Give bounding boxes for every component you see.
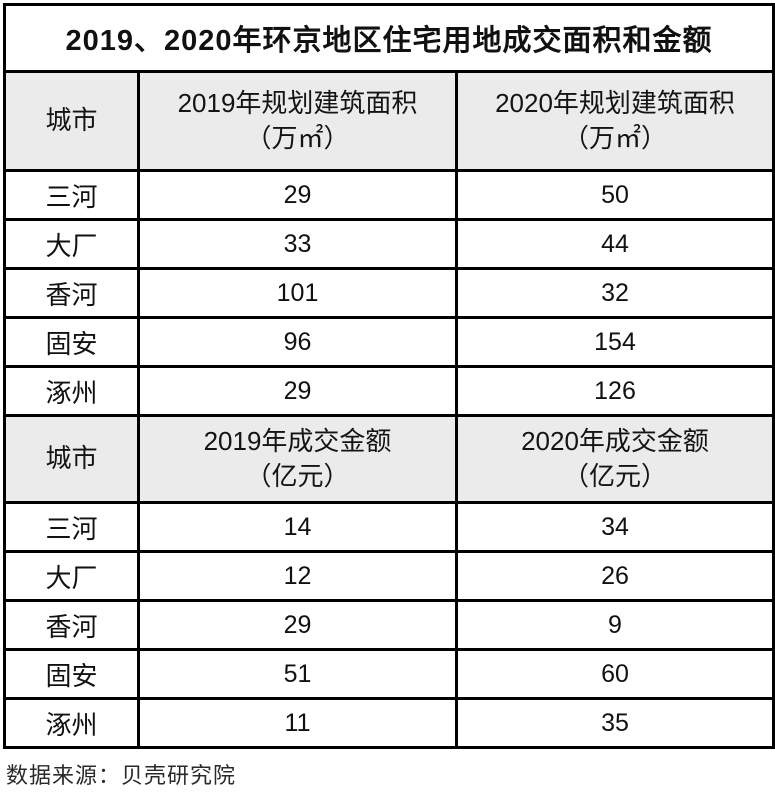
city-cell: 涿州 [3,697,140,749]
column-header-2020-area: 2020年规划建筑面积 （万㎡） [455,70,775,172]
table-title: 2019、2020年环京地区住宅用地成交面积和金额 [3,3,775,73]
title-row: 2019、2020年环京地区住宅用地成交面积和金额 [3,3,775,73]
column-header-unit: （亿元） [562,461,667,491]
column-header-unit: （亿元） [245,461,350,491]
column-header-label: 2020年成交金额 [521,425,709,456]
city-cell: 香河 [3,599,140,651]
value-cell-2019: 12 [137,550,458,602]
value-cell-2019: 51 [137,648,458,700]
city-cell: 三河 [3,501,140,553]
value-cell-2020: 34 [455,501,775,553]
city-cell: 涿州 [3,365,140,417]
value-cell-2019: 29 [137,365,458,417]
column-header-2019-amount: 2019年成交金额 （亿元） [137,414,458,504]
column-header-unit: （万㎡） [562,123,667,153]
value-cell-2019: 101 [137,267,458,319]
value-cell-2020: 9 [455,599,775,651]
value-cell-2020: 60 [455,648,775,700]
city-cell: 固安 [3,648,140,700]
table-row: 大厂 33 44 [3,218,775,270]
column-header-label: 2020年规划建筑面积 [495,87,735,118]
column-header-2019-area: 2019年规划建筑面积 （万㎡） [137,70,458,172]
column-header-label: 2019年成交金额 [203,425,392,456]
value-cell-2020: 44 [455,218,775,270]
value-cell-2019: 96 [137,316,458,368]
table-row: 固安 51 60 [3,648,775,700]
section2-header-row: 城市 2019年成交金额 （亿元） 2020年成交金额 （亿元） [3,414,775,504]
table-row: 大厂 12 26 [3,550,775,602]
value-cell-2019: 29 [137,169,458,221]
city-cell: 固安 [3,316,140,368]
data-table: 2019、2020年环京地区住宅用地成交面积和金额 城市 2019年规划建筑面积… [3,3,775,749]
value-cell-2019: 14 [137,501,458,553]
value-cell-2020: 154 [455,316,775,368]
value-cell-2019: 11 [137,697,458,749]
table-row: 涿州 11 35 [3,697,775,749]
table-row: 香河 101 32 [3,267,775,319]
value-cell-2020: 126 [455,365,775,417]
column-header-city: 城市 [3,70,140,172]
city-cell: 香河 [3,267,140,319]
data-source: 数据来源：贝壳研究院 [6,763,237,788]
value-cell-2019: 29 [137,599,458,651]
table-row: 涿州 29 126 [3,365,775,417]
section1-header-row: 城市 2019年规划建筑面积 （万㎡） 2020年规划建筑面积 （万㎡） [3,70,775,172]
value-cell-2020: 35 [455,697,775,749]
table-row: 三河 29 50 [3,169,775,221]
table-row: 香河 29 9 [3,599,775,651]
column-header-city: 城市 [3,414,140,504]
table-row: 三河 14 34 [3,501,775,553]
column-header-2020-amount: 2020年成交金额 （亿元） [455,414,775,504]
city-cell: 大厂 [3,218,140,270]
value-cell-2020: 26 [455,550,775,602]
value-cell-2019: 33 [137,218,458,270]
column-header-unit: （万㎡） [245,123,350,153]
city-cell: 大厂 [3,550,140,602]
table-row: 固安 96 154 [3,316,775,368]
city-cell: 三河 [3,169,140,221]
column-header-label: 2019年规划建筑面积 [177,87,418,118]
value-cell-2020: 50 [455,169,775,221]
value-cell-2020: 32 [455,267,775,319]
